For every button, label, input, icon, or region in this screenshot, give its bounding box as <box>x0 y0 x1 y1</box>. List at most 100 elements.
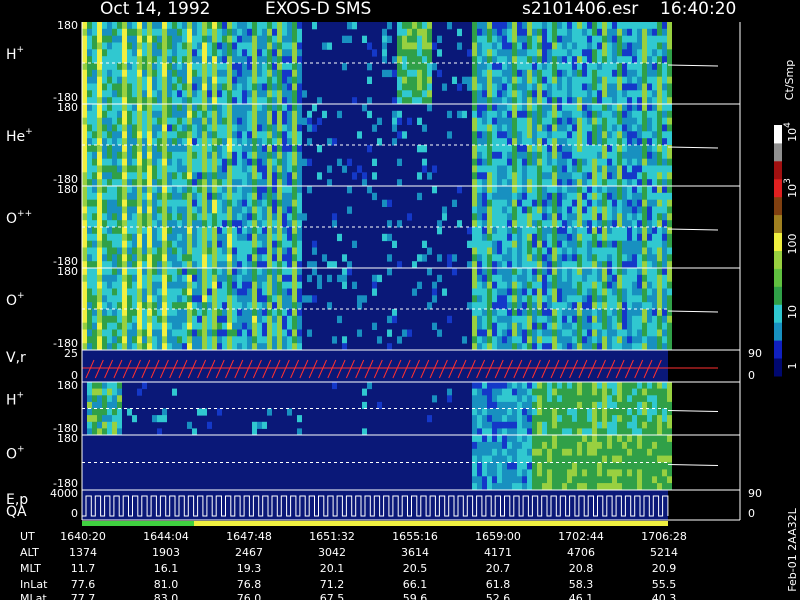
spectrogram-cell <box>202 213 207 221</box>
spectrogram-cell <box>152 329 157 337</box>
spectrogram-cell <box>232 138 237 146</box>
spectrogram-cell <box>522 97 527 105</box>
spectrogram-cell <box>642 158 647 166</box>
spectrogram-cell <box>487 213 492 221</box>
spectrogram-cell <box>157 76 162 84</box>
spectrogram-cell <box>242 322 247 330</box>
spectrogram-cell <box>292 35 297 43</box>
spectrogram-cell <box>527 63 532 71</box>
spectrogram-cell <box>597 395 602 403</box>
spectrogram-cell <box>532 233 537 242</box>
spectrogram-cell <box>602 22 607 30</box>
spectrogram-cell <box>547 382 552 390</box>
spectrogram-cell <box>617 295 622 303</box>
spectrogram-cell <box>122 309 127 317</box>
spectrogram-cell <box>237 138 242 146</box>
spectrogram-cell <box>87 274 92 283</box>
spectrogram-cell <box>567 76 572 84</box>
spectrogram-cell <box>417 254 422 262</box>
spectrogram-cell <box>207 90 212 98</box>
spectrogram-cell <box>252 274 257 283</box>
spectrogram-cell <box>577 76 582 84</box>
spectrogram-cell <box>287 220 292 228</box>
spectrogram-cell <box>242 117 247 125</box>
spectrogram-cell <box>632 83 637 91</box>
spectrogram-cell <box>137 145 142 153</box>
spectrogram-cell <box>577 302 582 310</box>
spectrogram-cell <box>282 302 287 310</box>
spectrogram-cell <box>587 476 592 484</box>
spectrogram-cell <box>382 28 387 37</box>
spectrogram-cell <box>402 28 407 37</box>
spectrogram-cell <box>287 274 292 283</box>
spectrogram-cell <box>122 302 127 310</box>
spectrogram-cell <box>552 336 557 344</box>
spectrogram-cell <box>587 428 592 436</box>
spectrogram-cell <box>217 295 222 303</box>
spectrogram-cell <box>252 179 257 187</box>
spectrogram-cell <box>167 329 172 337</box>
spectrogram-cell <box>577 435 582 443</box>
spectrogram-cell <box>222 295 227 303</box>
spectrogram-cell <box>257 104 262 112</box>
spectrogram-cell <box>152 172 157 180</box>
spectrogram-cell <box>222 131 227 139</box>
spectrogram-cell <box>567 124 572 132</box>
spectrogram-cell <box>557 69 562 78</box>
spectrogram-cell <box>577 254 582 262</box>
spectrogram-cell <box>492 322 497 330</box>
spectrogram-cell <box>367 76 372 84</box>
spectrogram-cell <box>202 165 207 173</box>
spectrogram-cell <box>172 281 177 289</box>
spectrogram-cell <box>152 63 157 71</box>
spectrogram-cell <box>287 22 292 30</box>
spectrogram-cell <box>527 435 532 443</box>
spectrogram-cell <box>342 274 347 283</box>
spectrogram-cell <box>472 83 477 91</box>
spectrogram-cell <box>252 63 257 71</box>
spectrogram-cell <box>137 281 142 289</box>
spectrogram-cell <box>492 192 497 201</box>
spectrogram-cell <box>407 22 412 30</box>
spectrogram-cell <box>257 63 262 71</box>
spectrogram-cell <box>602 179 607 187</box>
spectrogram-cell <box>132 322 137 330</box>
spectrogram-cell <box>312 104 317 112</box>
spectrogram-cell <box>532 56 537 64</box>
spectrogram-cell <box>182 69 187 78</box>
spectrogram-cell <box>197 186 202 194</box>
spectrogram-cell <box>627 42 632 50</box>
spectrogram-cell <box>507 138 512 146</box>
spectrogram-cell <box>152 240 157 248</box>
spectrogram-cell <box>152 124 157 132</box>
spectrogram-cell <box>222 165 227 173</box>
spectrogram-cell <box>182 83 187 91</box>
spectrogram-cell <box>187 268 192 276</box>
spectrogram-cell <box>652 329 657 337</box>
spectrogram-cell <box>637 110 642 119</box>
spectrogram-cell <box>207 247 212 255</box>
spectrogram-cell <box>412 63 417 71</box>
spectrogram-cell <box>572 35 577 43</box>
spectrogram-cell <box>372 274 377 283</box>
spectrogram-cell <box>507 206 512 214</box>
spectrogram-cell <box>242 302 247 310</box>
spectrogram-cell <box>637 281 642 289</box>
spectrogram-cell <box>482 435 487 443</box>
spectrogram-cell <box>592 227 597 235</box>
spectrogram-cell <box>237 343 242 351</box>
spectrogram-cell <box>342 336 347 344</box>
spectrogram-cell <box>562 117 567 125</box>
spectrogram-cell <box>157 309 162 317</box>
spectrogram-cell <box>502 315 507 324</box>
spectrogram-cell <box>582 206 587 214</box>
spectrogram-cell <box>177 28 182 37</box>
spectrogram-cell <box>387 315 392 324</box>
spectrogram-cell <box>582 186 587 194</box>
spectrogram-cell <box>437 35 442 43</box>
spectrogram-cell <box>157 186 162 194</box>
spectrogram-cell <box>637 227 642 235</box>
spectrogram-cell <box>482 206 487 214</box>
spectrogram-cell <box>152 83 157 91</box>
spectrogram-cell <box>482 131 487 139</box>
